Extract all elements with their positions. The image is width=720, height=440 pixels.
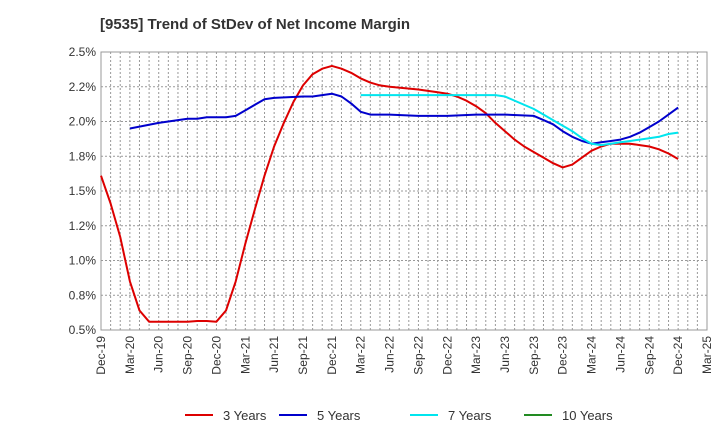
y-tick-label: 1.2% (69, 219, 97, 233)
x-tick-label: Dec-19 (94, 336, 108, 375)
x-tick-label: Sep-23 (527, 336, 541, 375)
x-tick-label: Sep-20 (181, 336, 195, 375)
series-line-5-years (129, 92, 679, 145)
series-lines (100, 64, 679, 323)
plot-area (100, 51, 708, 331)
x-tick-label: Jun-20 (152, 336, 166, 373)
y-tick-label: 2.2% (69, 80, 97, 94)
x-tick-label: Dec-22 (440, 336, 454, 375)
x-tick-label: Mar-21 (238, 336, 252, 374)
x-tick-label: Mar-23 (469, 336, 483, 374)
x-tick-label: Mar-24 (585, 336, 599, 374)
series-line-7-years (360, 94, 679, 147)
x-tick-label: Dec-24 (671, 336, 685, 375)
x-tick-label: Dec-20 (209, 336, 223, 375)
y-tick-label: 1.0% (69, 254, 97, 268)
x-tick-label: Jun-24 (613, 336, 627, 373)
x-axis-tick-labels: Dec-19 Mar-20 Jun-20 Sep-20 Dec-20 Mar-21 Jun-… (94, 336, 714, 375)
x-tick-label: Dec-23 (556, 336, 570, 375)
y-tick-label: 2.0% (69, 115, 97, 129)
x-tick-label: Sep-22 (411, 336, 425, 375)
x-tick-label: Jun-21 (267, 336, 281, 373)
legend-label-5-years: 5 Years (317, 408, 361, 423)
x-tick-label: Sep-21 (296, 336, 310, 375)
chart-title: [9535] Trend of StDev of Net Income Marg… (100, 16, 410, 33)
legend: 3 Years 5 Years 7 Years 10 Years (185, 408, 613, 423)
grid (101, 52, 707, 330)
x-tick-label: Mar-22 (354, 336, 368, 374)
x-tick-label: Mar-20 (123, 336, 137, 374)
x-tick-label: Jun-23 (498, 336, 512, 373)
legend-label-3-years: 3 Years (223, 408, 267, 423)
y-tick-label: 0.5% (69, 323, 97, 337)
y-tick-label: 2.5% (69, 45, 97, 59)
y-tick-label: 1.8% (69, 149, 97, 163)
y-tick-label: 1.5% (69, 184, 97, 198)
series-line-3-years (100, 64, 679, 323)
legend-label-7-years: 7 Years (448, 408, 492, 423)
legend-label-10-years: 10 Years (562, 408, 613, 423)
x-tick-label: Dec-21 (325, 336, 339, 375)
x-tick-label: Sep-24 (642, 336, 656, 375)
x-tick-label: Mar-25 (700, 336, 714, 374)
y-axis-tick-labels: 0.5% 0.8% 1.0% 1.2% 1.5% 1.8% 2.0% 2.2% 2.5% (69, 45, 97, 337)
y-tick-label: 0.8% (69, 288, 97, 302)
x-tick-label: Jun-22 (383, 336, 397, 373)
